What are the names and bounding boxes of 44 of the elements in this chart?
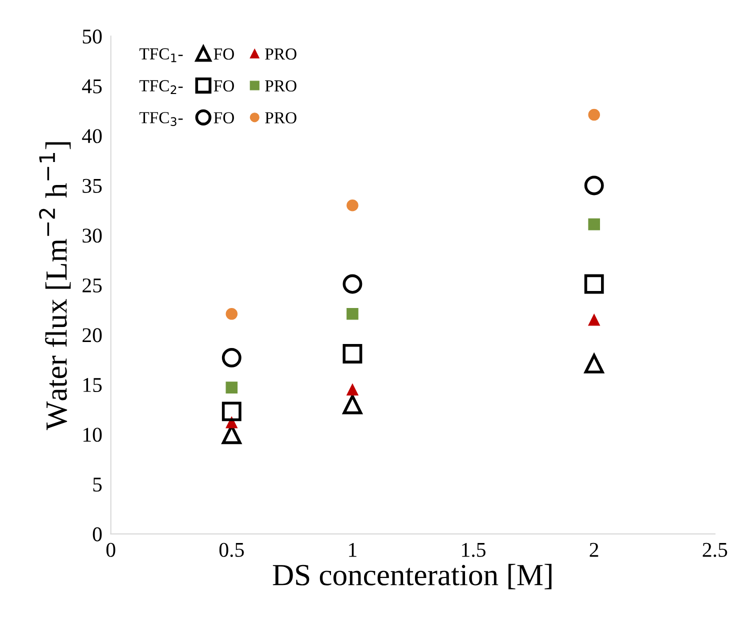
annotation: TFC$_{1}$- — [139, 48, 183, 62]
y-tick-label: 15 — [84, 378, 102, 392]
point — [346, 308, 358, 320]
point — [226, 308, 238, 320]
y-tick-label: 20 — [82, 328, 102, 342]
y-tick-label: 40 — [82, 129, 102, 144]
legend-label: PRO — [265, 48, 296, 60]
point — [588, 218, 600, 230]
x-tick-label: 0.5 — [219, 542, 244, 557]
y-tick-label: 35 — [82, 178, 102, 193]
point — [342, 344, 362, 364]
legend-label: PRO — [265, 112, 296, 124]
x-tick-label: 2.5 — [702, 542, 728, 557]
y-tick-label: 25 — [82, 278, 102, 292]
x-tick-label: 2 — [590, 542, 598, 557]
y-tick-label: 0 — [92, 527, 102, 542]
point — [342, 274, 362, 294]
point — [584, 274, 604, 294]
point — [346, 384, 358, 396]
point — [588, 314, 600, 326]
legend-label: FO — [214, 80, 234, 92]
x-tick-label: 1.5 — [462, 542, 486, 557]
annotation: TFC$_{3}$- — [139, 112, 183, 126]
x-tick-label: 1 — [349, 542, 356, 557]
point — [584, 176, 604, 196]
y-tick-label: 45 — [82, 79, 102, 94]
legend-label: FO — [214, 48, 234, 60]
point — [222, 402, 242, 422]
point — [584, 354, 604, 374]
legend-label: FO — [214, 112, 234, 124]
x-tick-label: 0 — [106, 542, 116, 557]
y-axis-title: Water flux [Lm$^{−2}$ h$^{−1}$] — [39, 142, 71, 430]
y-tick-label: 50 — [82, 30, 102, 44]
y-tick-label: 30 — [82, 228, 102, 243]
point — [342, 394, 362, 414]
point — [346, 199, 358, 212]
point — [588, 108, 600, 121]
point — [226, 382, 238, 394]
legend-label: PRO — [265, 80, 296, 92]
annotation: TFC$_{2}$- — [139, 80, 183, 94]
y-tick-label: 5 — [93, 478, 102, 492]
point — [222, 348, 242, 368]
x-axis-title: DS concenteration [M] — [272, 564, 552, 590]
y-tick-label: 10 — [84, 428, 102, 442]
